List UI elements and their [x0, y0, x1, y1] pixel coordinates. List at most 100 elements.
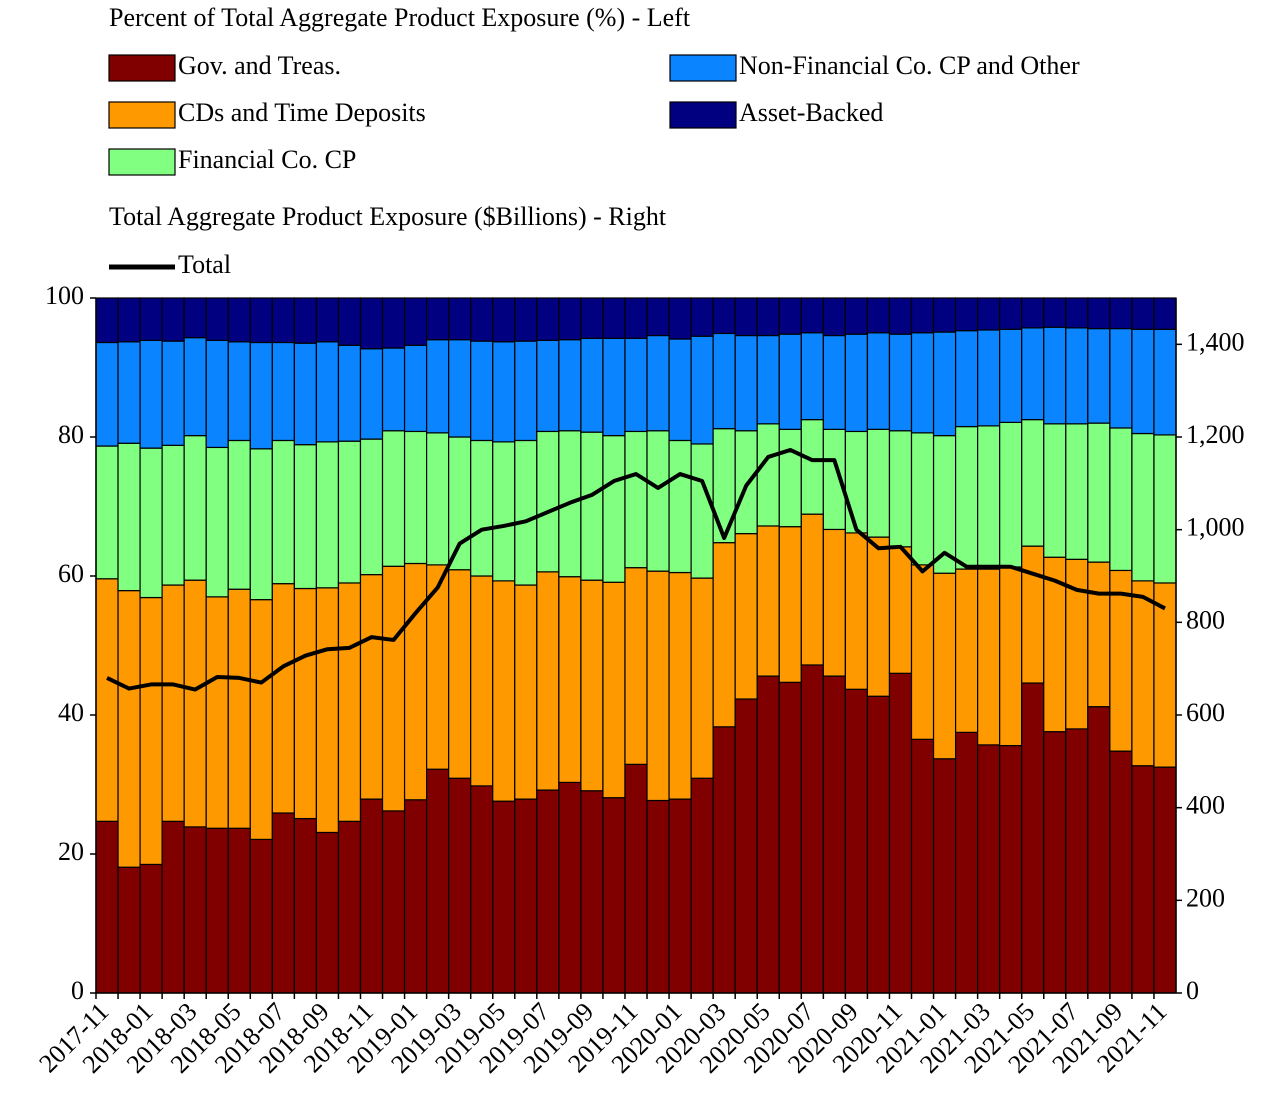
bar-segment	[624, 297, 648, 339]
bar-segment	[117, 442, 141, 592]
bar-segment	[712, 726, 736, 994]
bar-segment	[359, 348, 384, 440]
bar-segment	[558, 576, 582, 784]
bar-segment	[139, 297, 163, 341]
bar-segment	[558, 297, 582, 341]
bar-segment	[1021, 545, 1045, 684]
y2-tick-label: 1,400	[1186, 327, 1245, 356]
bar-segment	[580, 579, 604, 792]
bar-segment	[337, 440, 362, 584]
bar-segment	[954, 568, 979, 733]
bar-segment	[624, 337, 648, 433]
bar-segment	[426, 768, 450, 994]
bar-segment	[1021, 419, 1045, 547]
bar-segment	[381, 565, 406, 812]
bar-segment	[536, 297, 560, 341]
bar-segment	[536, 789, 560, 994]
bar-segment	[161, 820, 185, 994]
bar-segment	[580, 297, 604, 339]
bar-segment	[315, 831, 340, 994]
bar-segment	[337, 582, 362, 822]
bar-segment	[910, 738, 935, 994]
bar-segment	[293, 587, 318, 820]
bar-segment	[470, 340, 494, 442]
bar-segment	[293, 817, 318, 994]
bar-segment	[249, 838, 273, 994]
bar-segment	[778, 333, 802, 430]
bar-segment	[580, 431, 604, 581]
bar-segment	[822, 334, 846, 430]
bar-segment	[1043, 297, 1067, 328]
bar-segment	[1087, 706, 1111, 994]
bar-segment	[844, 688, 869, 994]
bar-segment	[690, 443, 714, 579]
bar-segment	[668, 439, 692, 574]
bar-segment	[293, 342, 318, 446]
bar-segment	[271, 341, 295, 442]
bar-segment	[117, 297, 141, 343]
bar-segment	[492, 580, 516, 802]
bar-segment	[690, 335, 714, 445]
bar-segment	[139, 863, 163, 994]
bar-segment	[954, 425, 979, 570]
bar-segment	[800, 664, 824, 994]
y2-tick-label: 400	[1186, 791, 1225, 820]
bar-segment	[646, 297, 670, 337]
bar-segment	[800, 513, 824, 666]
bar-segment	[756, 423, 780, 527]
bar-segment	[1021, 327, 1045, 421]
bar-segment	[866, 297, 891, 334]
bar-segment	[183, 579, 207, 828]
bar-segment	[448, 436, 472, 571]
legend-label: Non-Financial Co. CP and Other	[739, 51, 1080, 80]
legend-swatch	[108, 148, 176, 176]
bar-segment	[315, 441, 340, 589]
y-tick-label: 80	[58, 420, 84, 449]
bar-segment	[778, 681, 802, 994]
bar-segment	[426, 339, 450, 434]
bar-segment	[1087, 561, 1111, 708]
bar-segment	[492, 441, 516, 582]
bar-segment	[734, 698, 758, 994]
bar-segment	[161, 444, 185, 586]
bar-segment	[822, 528, 846, 677]
bar-segment	[227, 827, 251, 994]
bar-segment	[205, 596, 229, 829]
bar-segment	[95, 297, 119, 344]
bar-segment	[514, 798, 538, 994]
bar-segment	[932, 572, 957, 760]
bar-segment	[558, 781, 582, 994]
bar-segment	[337, 344, 362, 442]
y2-tick-label: 0	[1186, 976, 1199, 1005]
bar-segment	[448, 777, 472, 994]
total-line	[106, 447, 1166, 692]
y2-tick-label: 600	[1186, 698, 1225, 727]
bar-segment	[492, 341, 516, 443]
bar-segment	[646, 334, 670, 432]
bar-segment	[359, 297, 384, 350]
bar-segment	[999, 421, 1023, 568]
bar-segment	[1043, 731, 1067, 994]
bar-segment	[403, 562, 428, 801]
bar-segment	[756, 525, 780, 677]
bar-segment	[977, 329, 1001, 427]
bar-segment	[800, 297, 824, 334]
bar-segment	[95, 820, 119, 994]
bar-segment	[359, 438, 384, 576]
bar-segment	[580, 790, 604, 994]
bar-segment	[227, 588, 251, 829]
y2-tick-label: 1,200	[1186, 420, 1245, 449]
bar-segment	[646, 430, 670, 572]
bar-segment	[977, 568, 1001, 746]
bar-segment	[668, 297, 692, 340]
bar-segment	[1043, 423, 1067, 558]
bar-segment	[1087, 297, 1111, 330]
bar-segment	[117, 341, 141, 444]
bar-segment	[381, 810, 406, 994]
bar-segment	[315, 341, 340, 443]
bar-segment	[932, 297, 957, 333]
bar-segment	[668, 798, 692, 994]
bar-segment	[844, 333, 869, 433]
bar-segment	[734, 297, 758, 337]
